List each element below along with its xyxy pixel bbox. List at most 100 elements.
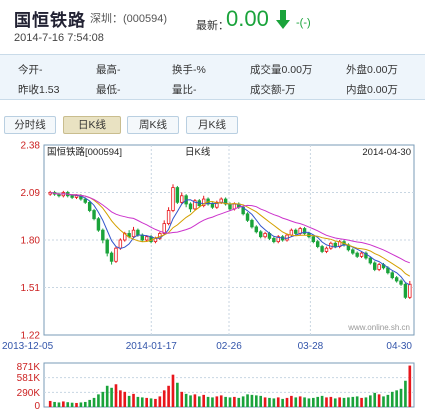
volume-bar xyxy=(351,396,355,407)
volume-bar xyxy=(377,394,381,407)
chart-date-right: 2014-04-30 xyxy=(362,147,411,158)
tab-monthly-k[interactable]: 月K线 xyxy=(186,116,238,134)
volume-bar xyxy=(145,397,148,407)
latest-price-value: 0.00 xyxy=(226,6,269,31)
volume-bar xyxy=(136,396,140,407)
quote-prev-close: 昨收1.53 xyxy=(18,84,60,96)
chart-title-center: 日K线 xyxy=(185,146,211,158)
candle-body xyxy=(109,252,114,262)
candle-body xyxy=(131,229,136,238)
candle-body xyxy=(408,283,412,298)
volume-bar xyxy=(123,391,127,407)
volume-bar xyxy=(193,394,197,407)
volume-bar xyxy=(70,402,74,407)
volume-bar xyxy=(206,396,210,407)
volume-tick-label: 290K xyxy=(17,388,41,399)
price-change: -(-) xyxy=(296,17,311,29)
volume-bar xyxy=(110,387,113,407)
kline-chart-svg: 国恒铁路[000594] 日K线 2014-04-30 www.online.s… xyxy=(2,141,415,412)
volume-bar xyxy=(189,395,192,407)
candle-body xyxy=(92,210,96,220)
stock-name: 国恒铁路 xyxy=(14,11,86,30)
quote-open: 今开- xyxy=(18,64,43,76)
candle-body xyxy=(390,272,394,279)
candle-body xyxy=(302,228,307,234)
volume-bar xyxy=(294,397,298,407)
volume-bar xyxy=(373,392,377,407)
candle-body xyxy=(289,229,294,236)
volume-bar xyxy=(390,391,394,407)
volume-bar xyxy=(79,402,83,407)
quote-table: 今开- 最高- 换手-% 成交量0.00万 外盘0.00万 昨收1.53 最低-… xyxy=(0,54,425,100)
volume-bar xyxy=(246,394,249,407)
ma-line-10 xyxy=(50,192,411,277)
volume-bar xyxy=(259,395,263,407)
tab-weekly-k[interactable]: 周K线 xyxy=(127,116,179,134)
quote-volume: 成交量0.00万 xyxy=(250,64,313,76)
volume-bar xyxy=(276,397,280,407)
candle-body xyxy=(70,195,74,198)
volume-bar xyxy=(184,393,188,407)
quote-datetime: 2014-7-16 7:54:08 xyxy=(14,32,104,44)
volume-bar xyxy=(250,394,254,407)
volume-bar xyxy=(92,397,96,407)
volume-bar xyxy=(219,395,223,407)
y-tick-label: 2.09 xyxy=(21,188,41,199)
volume-bar xyxy=(254,395,258,407)
candle-body xyxy=(324,247,329,252)
candle-body xyxy=(144,236,149,241)
volume-bar xyxy=(237,397,241,407)
volume-bar xyxy=(228,397,232,407)
volume-bar xyxy=(132,393,135,407)
volume-bar xyxy=(333,398,337,407)
x-tick-label: 2014-01-17 xyxy=(126,341,178,352)
volume-bar xyxy=(167,385,170,407)
volume-bar xyxy=(290,395,293,407)
candle-body xyxy=(373,262,377,270)
candle-body xyxy=(83,198,87,203)
volume-bar xyxy=(211,397,214,407)
volume-bar xyxy=(66,402,70,407)
volume-bar xyxy=(233,396,236,407)
candle-body xyxy=(171,187,175,211)
volume-bar xyxy=(53,401,56,407)
quote-inner-volume: 内盘0.00万 xyxy=(346,84,398,96)
candle-body xyxy=(201,198,206,207)
volume-tick-label: 0 xyxy=(34,401,40,410)
candle-body xyxy=(254,226,259,233)
candle-body xyxy=(359,252,364,257)
quote-amount: 成交额-万 xyxy=(250,84,296,96)
volume-bar xyxy=(88,399,91,407)
volume-tick-label: 581K xyxy=(17,373,41,384)
x-tick-label: 03-28 xyxy=(298,341,324,352)
volume-bar xyxy=(303,397,306,407)
y-tick-label: 1.80 xyxy=(21,236,41,247)
candle-body xyxy=(272,237,276,243)
volume-bar xyxy=(263,397,267,407)
candle-body xyxy=(311,236,316,243)
volume-bar xyxy=(171,374,175,407)
candle-body xyxy=(175,187,180,203)
volume-bar xyxy=(369,395,372,407)
y-tick-label: 1.51 xyxy=(21,283,41,294)
x-tick-label: 2013-12-05 xyxy=(2,341,54,352)
chart-title-left: 国恒铁路[000594] xyxy=(47,146,122,158)
volume-bar xyxy=(382,396,385,407)
chart-tabs: 分时线 日K线 周K线 月K线 xyxy=(0,116,425,134)
down-arrow-icon xyxy=(276,10,290,29)
volume-bar xyxy=(342,397,346,407)
volume-bar xyxy=(75,402,78,407)
latest-price-label: 最新： xyxy=(196,20,229,32)
candle-body xyxy=(136,229,140,236)
candle-body xyxy=(364,252,368,259)
tab-intraday[interactable]: 分时线 xyxy=(4,116,56,134)
candle-body xyxy=(114,247,118,262)
volume-bar xyxy=(320,395,324,407)
candle-body xyxy=(118,239,123,249)
volume-bar xyxy=(347,397,350,407)
volume-bar xyxy=(272,398,276,407)
volume-bar xyxy=(202,394,206,407)
volume-bar xyxy=(325,397,328,407)
x-tick-label: 02-26 xyxy=(216,341,242,352)
tab-daily-k[interactable]: 日K线 xyxy=(63,116,121,134)
